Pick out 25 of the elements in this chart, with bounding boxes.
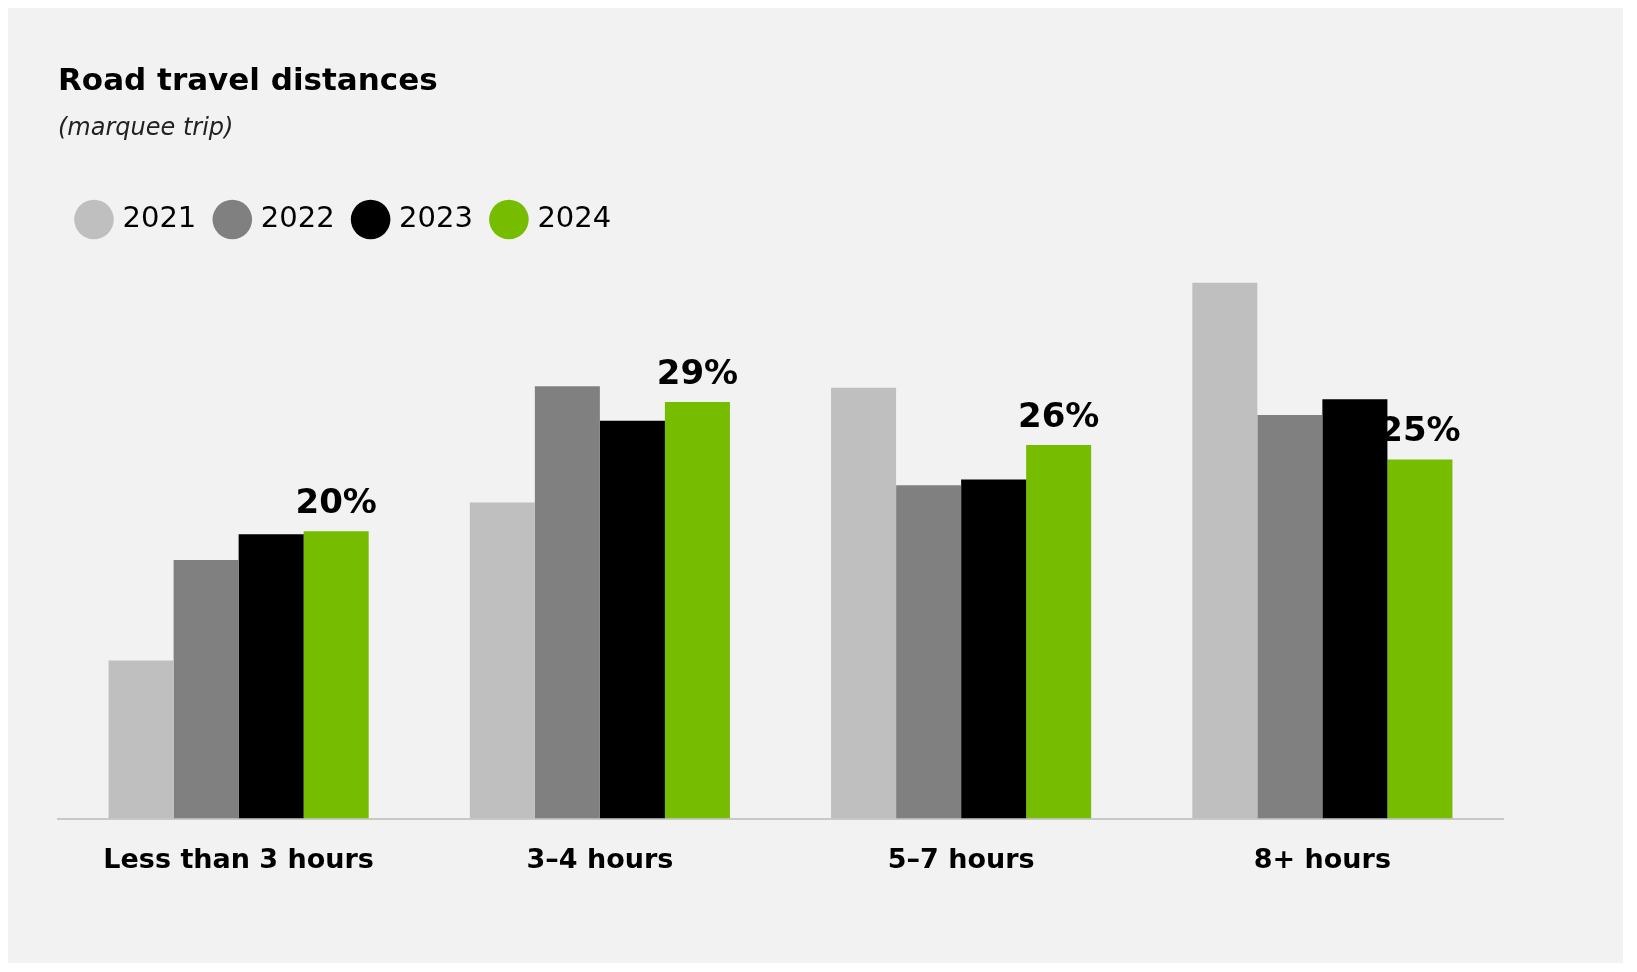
- bar: [1026, 445, 1092, 819]
- bar: [1322, 399, 1388, 819]
- data-label: 26%: [1017, 394, 1100, 435]
- bar: [303, 531, 369, 819]
- data-label: 29%: [656, 351, 739, 392]
- x-tick-label: 3–4 hours: [526, 842, 674, 874]
- bar: [238, 534, 304, 819]
- legend-label: 2021: [122, 200, 197, 235]
- legend-label: 2023: [399, 200, 473, 235]
- bar: [664, 402, 730, 819]
- bar: [534, 386, 600, 819]
- bar: [173, 560, 239, 819]
- chart-title: Road travel distances: [58, 60, 438, 97]
- legend-label: 2022: [260, 200, 335, 235]
- chart-subtitle: (marquee trip): [58, 112, 234, 141]
- bar: [961, 479, 1027, 819]
- x-tick-label: 5–7 hours: [887, 842, 1035, 874]
- bar: [1257, 414, 1323, 819]
- bar: [896, 485, 962, 819]
- bar: [599, 420, 665, 819]
- legend-label: 2024: [537, 200, 612, 235]
- data-label: 20%: [295, 481, 377, 522]
- bar: [1387, 459, 1453, 819]
- x-tick-label: 8+ hours: [1253, 842, 1391, 874]
- x-tick-label: Less than 3 hours: [103, 842, 374, 874]
